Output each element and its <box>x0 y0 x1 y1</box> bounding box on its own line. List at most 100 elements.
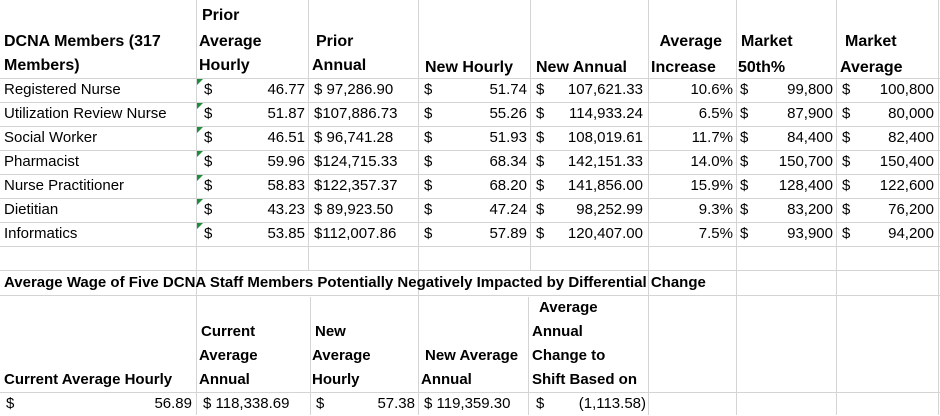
cell-error-indicator-icon <box>197 79 203 85</box>
header-prior-annual-line1: Prior <box>316 33 354 50</box>
grid-line <box>938 0 939 415</box>
grid-line <box>736 0 737 415</box>
market-50th-currency: $ <box>740 177 749 194</box>
market-avg-currency: $ <box>842 177 851 194</box>
grid-line <box>0 174 940 175</box>
grid-line <box>310 297 311 415</box>
header-current-annual-line3: Annual <box>199 371 250 388</box>
grid-line <box>0 102 940 103</box>
header-prior-hourly-line3: Hourly <box>199 57 250 74</box>
cell-error-indicator-icon <box>197 103 203 109</box>
market-avg-value: 100,800 <box>879 81 934 98</box>
grid-line <box>196 0 197 415</box>
grid-line <box>648 0 649 415</box>
new-hourly-value: 51.93 <box>489 129 527 146</box>
row-name: Informatics <box>4 225 78 242</box>
header-current-avg-hourly: Current Average Hourly <box>4 371 173 388</box>
market-avg-value: 80,000 <box>888 105 934 122</box>
increase-value: 15.9% <box>690 177 733 194</box>
new-annual-value: 120,407.00 <box>567 225 643 242</box>
prior-hourly-currency: $ <box>204 129 213 146</box>
market-avg-currency: $ <box>842 81 851 98</box>
current-annual-value: $ 118,338.69 <box>203 395 290 412</box>
increase-value: 7.5% <box>698 225 733 242</box>
grid-line <box>0 295 940 296</box>
market-50th-value: 93,900 <box>787 225 833 242</box>
new-annual-currency: $ <box>536 225 545 242</box>
new-hourly-currency: $ <box>424 225 433 242</box>
header-prior-hourly-line2: Average <box>199 33 262 50</box>
prior-annual-value: $124,715.33 <box>314 153 398 170</box>
prior-hourly-currency: $ <box>204 105 213 122</box>
new-hourly-currency: $ <box>424 177 433 194</box>
header-avg-increase-line2: Increase <box>651 59 716 76</box>
market-avg-value: 122,600 <box>879 177 934 194</box>
new-hourly-value: 68.20 <box>489 177 527 194</box>
prior-hourly-value: 46.51 <box>267 129 305 146</box>
new-annual-value: $ 119,359.30 <box>424 395 511 412</box>
grid-line <box>0 222 940 223</box>
row-name: Pharmacist <box>4 153 80 170</box>
grid-line <box>0 126 940 127</box>
section2-title: Average Wage of Five DCNA Staff Members … <box>4 274 706 291</box>
new-hourly-currency: $ <box>424 129 433 146</box>
market-avg-value: 82,400 <box>888 129 934 146</box>
prior-hourly-value: 59.96 <box>267 153 305 170</box>
header-change-line1: Average <box>539 299 598 316</box>
header-new-hourly-line1: New <box>315 323 346 340</box>
current-hourly-value: 56.89 <box>154 395 192 412</box>
prior-hourly-currency: $ <box>204 81 213 98</box>
prior-hourly-value: 43.23 <box>267 201 305 218</box>
new-hourly-currency: $ <box>424 105 433 122</box>
new-annual-currency: $ <box>536 129 545 146</box>
change-currency: $ <box>536 395 545 412</box>
market-50th-currency: $ <box>740 129 749 146</box>
increase-value: 10.6% <box>690 81 733 98</box>
row-name: Utilization Review Nurse <box>4 105 167 122</box>
new-annual-currency: $ <box>536 81 545 98</box>
increase-value: 11.7% <box>691 129 733 146</box>
prior-annual-value: $ 89,923.50 <box>314 201 394 218</box>
row-name: Registered Nurse <box>4 81 121 98</box>
market-avg-currency: $ <box>842 105 851 122</box>
grid-line <box>0 198 940 199</box>
header-change-line3: Change to <box>532 347 606 364</box>
prior-hourly-value: 51.87 <box>267 105 305 122</box>
new-hourly-value: 57.38 <box>377 395 415 412</box>
header-new-hourly-line3: Hourly <box>312 371 360 388</box>
increase-value: 14.0% <box>690 153 733 170</box>
market-avg-currency: $ <box>842 201 851 218</box>
increase-value: 6.5% <box>698 105 733 122</box>
new-hourly-currency: $ <box>424 153 433 170</box>
prior-hourly-currency: $ <box>204 201 213 218</box>
market-avg-value: 76,200 <box>888 201 934 218</box>
header-new-annual-line2: Annual <box>421 371 472 388</box>
prior-hourly-value: 53.85 <box>267 225 305 242</box>
market-50th-value: 87,900 <box>787 105 833 122</box>
grid-line <box>418 0 419 415</box>
market-50th-value: 83,200 <box>787 201 833 218</box>
prior-annual-value: $122,357.37 <box>314 177 398 194</box>
grid-line <box>0 392 940 393</box>
market-50th-currency: $ <box>740 153 749 170</box>
header-prior-annual-line2: Annual <box>312 57 367 74</box>
prior-hourly-value: 46.77 <box>267 81 305 98</box>
header-new-hourly: New Hourly <box>425 59 514 76</box>
market-50th-value: 150,700 <box>778 153 833 170</box>
header-prior-hourly-line1: Prior <box>202 7 240 24</box>
new-hourly-value: 51.74 <box>489 81 527 98</box>
cell-error-indicator-icon <box>197 151 203 157</box>
market-50th-currency: $ <box>740 225 749 242</box>
new-annual-value: 107,621.33 <box>567 81 643 98</box>
grid-line <box>836 0 837 415</box>
grid-line <box>0 78 940 79</box>
row-name: Dietitian <box>4 201 59 218</box>
cell-error-indicator-icon <box>197 199 203 205</box>
header-members-line2: Members) <box>4 57 80 74</box>
cell-error-indicator-icon <box>197 223 203 229</box>
header-market-50th-line2: 50th% <box>738 59 786 76</box>
market-50th-value: 84,400 <box>787 129 833 146</box>
prior-annual-value: $107,886.73 <box>314 105 398 122</box>
header-avg-increase-line1: Average <box>659 33 722 50</box>
